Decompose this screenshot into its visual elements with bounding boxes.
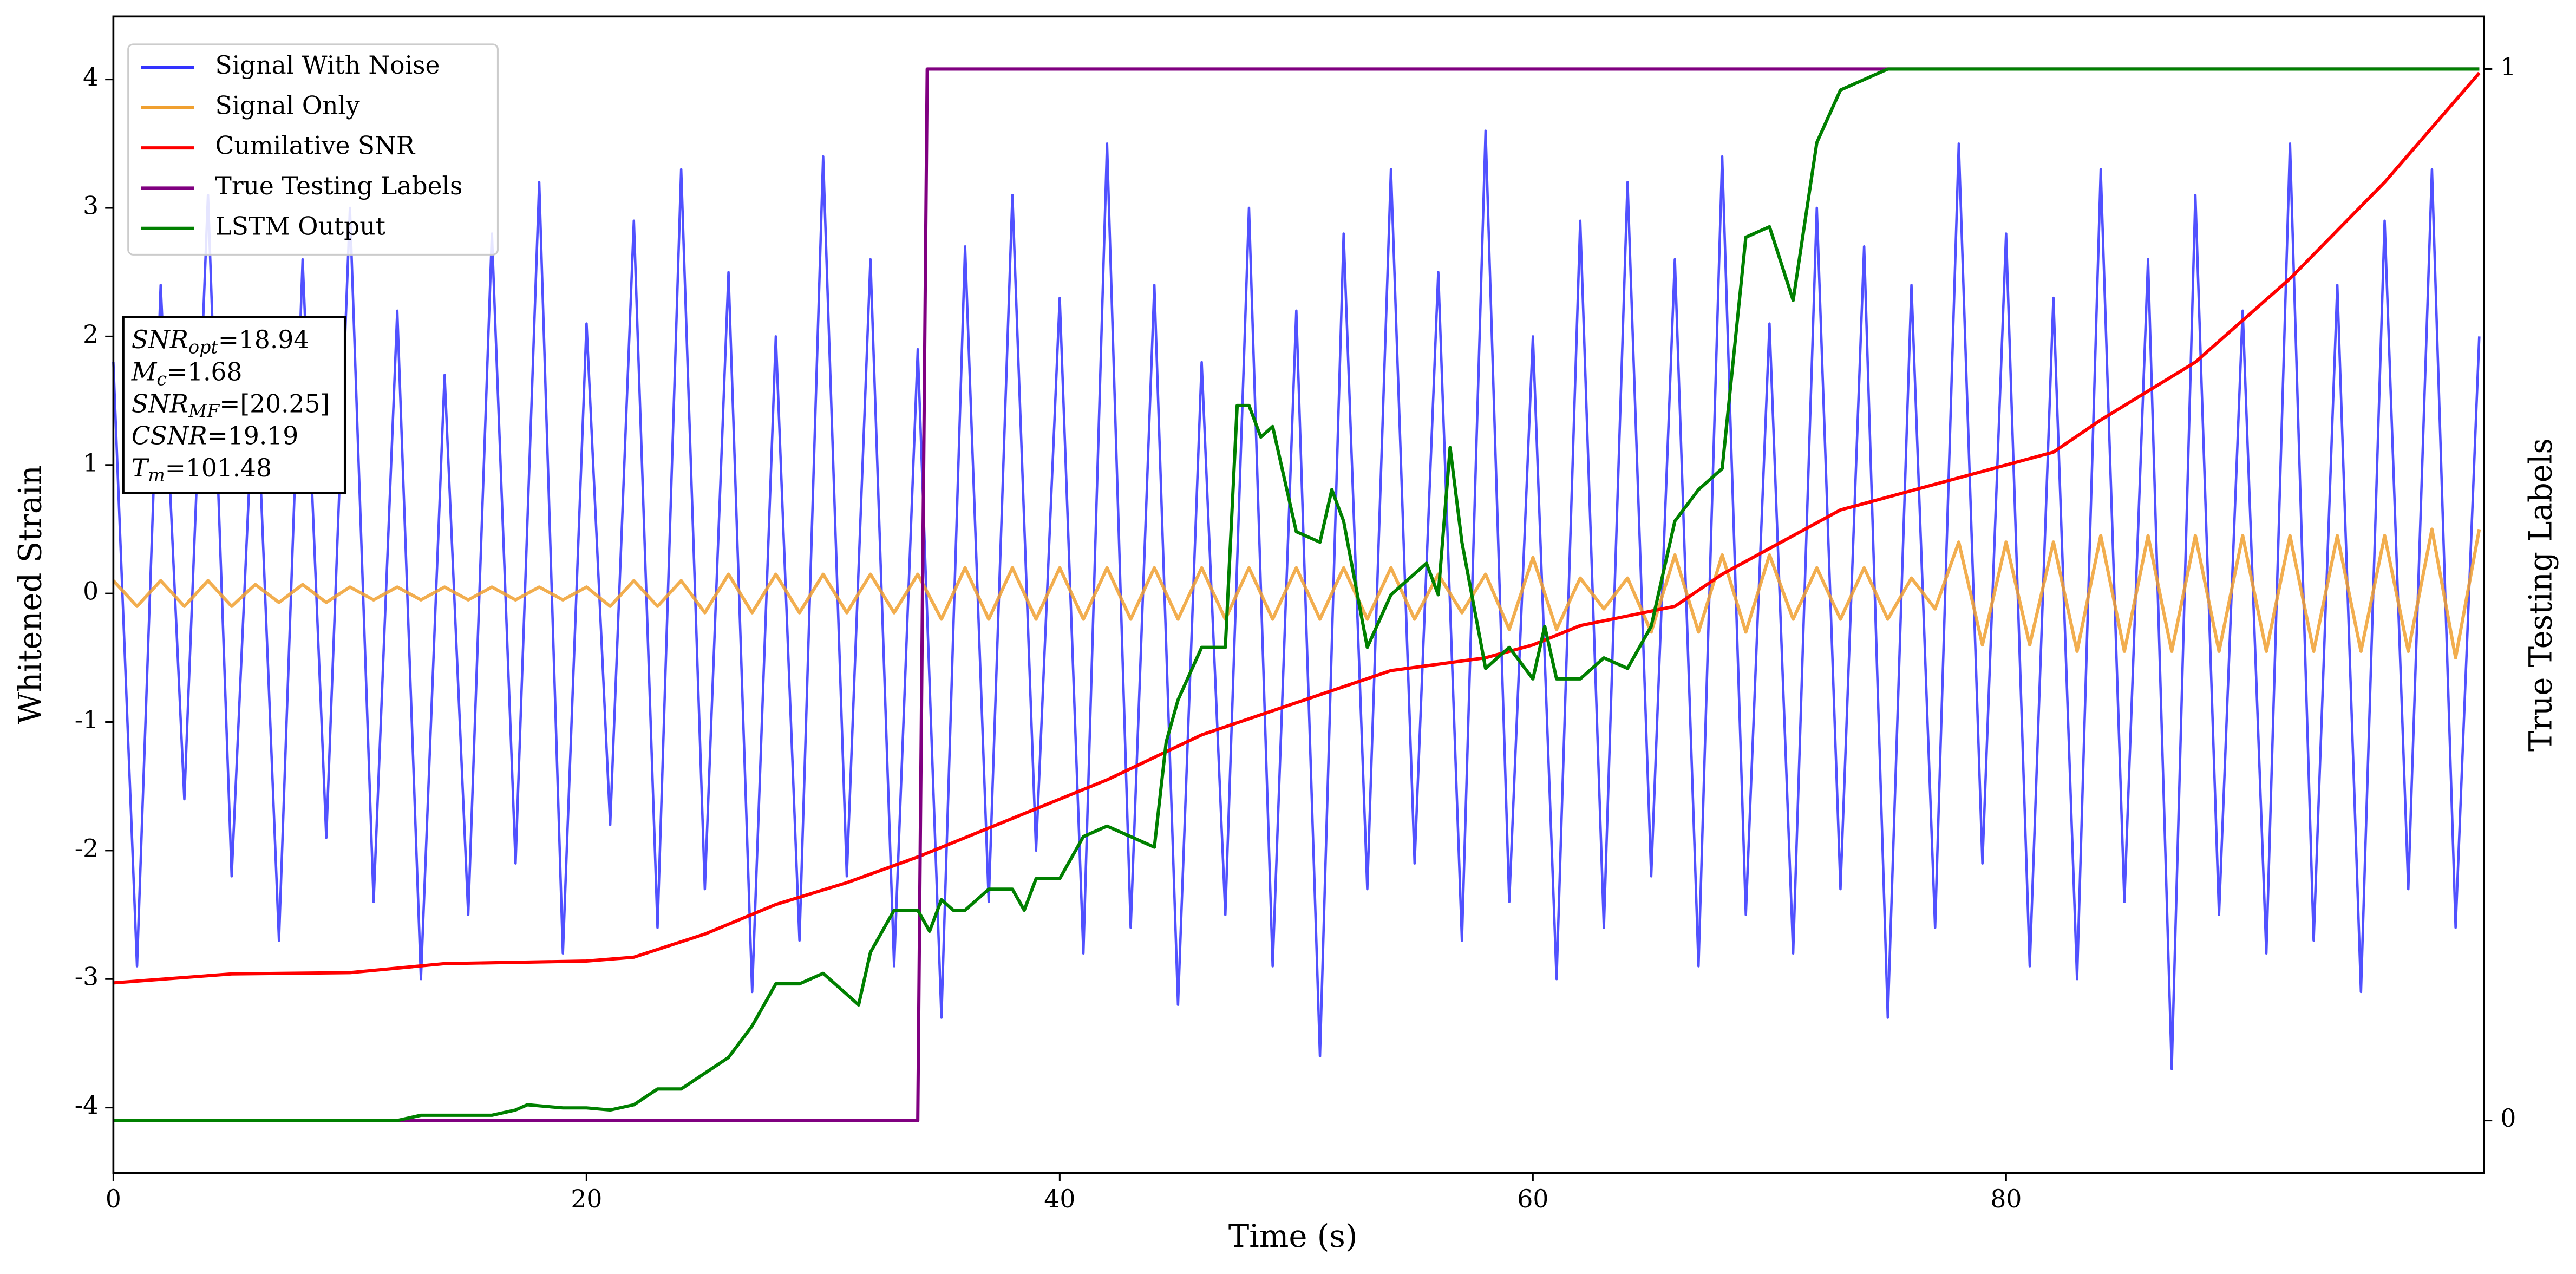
y-tick-label: 0 [83,577,99,606]
x-tick-label: 20 [571,1185,602,1213]
legend-box [127,43,499,256]
y2-axis-label: True Testing Labels [2522,438,2559,752]
annotation-value: =18.94 [218,325,309,354]
x-tick-label: 0 [106,1185,121,1213]
annotation-line: CSNR=19.19 [132,421,298,450]
annotation-symbol: T [132,453,150,482]
y-axis-label: Whitened Strain [12,465,49,724]
annotation-symbol: CSNR [132,421,207,450]
legend-label: Signal With Noise [215,51,440,80]
annotation-subscript: opt [188,336,218,357]
annotation-subscript: c [156,369,167,390]
y2-tick-label: 1 [2500,53,2516,81]
series-line [113,67,2480,1122]
annotation-value: =1.68 [167,357,242,386]
x-tick-label: 80 [1990,1185,2022,1213]
annotation-value: =19.19 [207,421,298,450]
annotation-line: Mc=1.68 [131,357,243,390]
x-tick-label: 60 [1517,1185,1548,1213]
series-line [112,527,2481,659]
y-tick-label: 1 [83,448,99,477]
annotation-value: =101.48 [165,453,272,482]
y-tick-label: 2 [83,320,99,349]
series-line [112,129,2481,1070]
legend-label: LSTM Output [215,212,385,240]
legend-label: True Testing Labels [215,172,463,200]
series-line [113,67,2480,1122]
y-tick-label: 4 [83,63,99,92]
annotation-symbol: M [131,357,158,386]
annotation-line: SNRMF=[20.25] [132,389,330,422]
y2-tick-label: 0 [2500,1104,2516,1133]
annotation-symbol: SNR [132,389,188,418]
y-tick-label: -1 [75,705,99,734]
y-tick-label: -4 [75,1091,99,1120]
x-axis-label: Time (s) [1228,1218,1358,1255]
annotation-subscript: m [148,465,165,486]
y-tick-label: -2 [75,834,99,863]
annotation-line: Tm=101.48 [132,453,272,486]
series-line [113,71,2481,985]
legend-label: Cumilative SNR [215,132,416,160]
y-tick-label: 3 [83,192,99,220]
plot-frame [112,15,2485,1174]
x-tick-label: 40 [1044,1185,1075,1213]
annotation-symbol: SNR [132,325,188,354]
annotation-box [122,316,346,494]
legend-label: Signal Only [215,91,360,120]
annotation-line: SNRopt=18.94 [132,325,309,358]
annotation-value: =[20.25] [219,389,330,418]
annotation-subscript: MF [188,401,220,422]
y-tick-label: -3 [75,963,99,991]
